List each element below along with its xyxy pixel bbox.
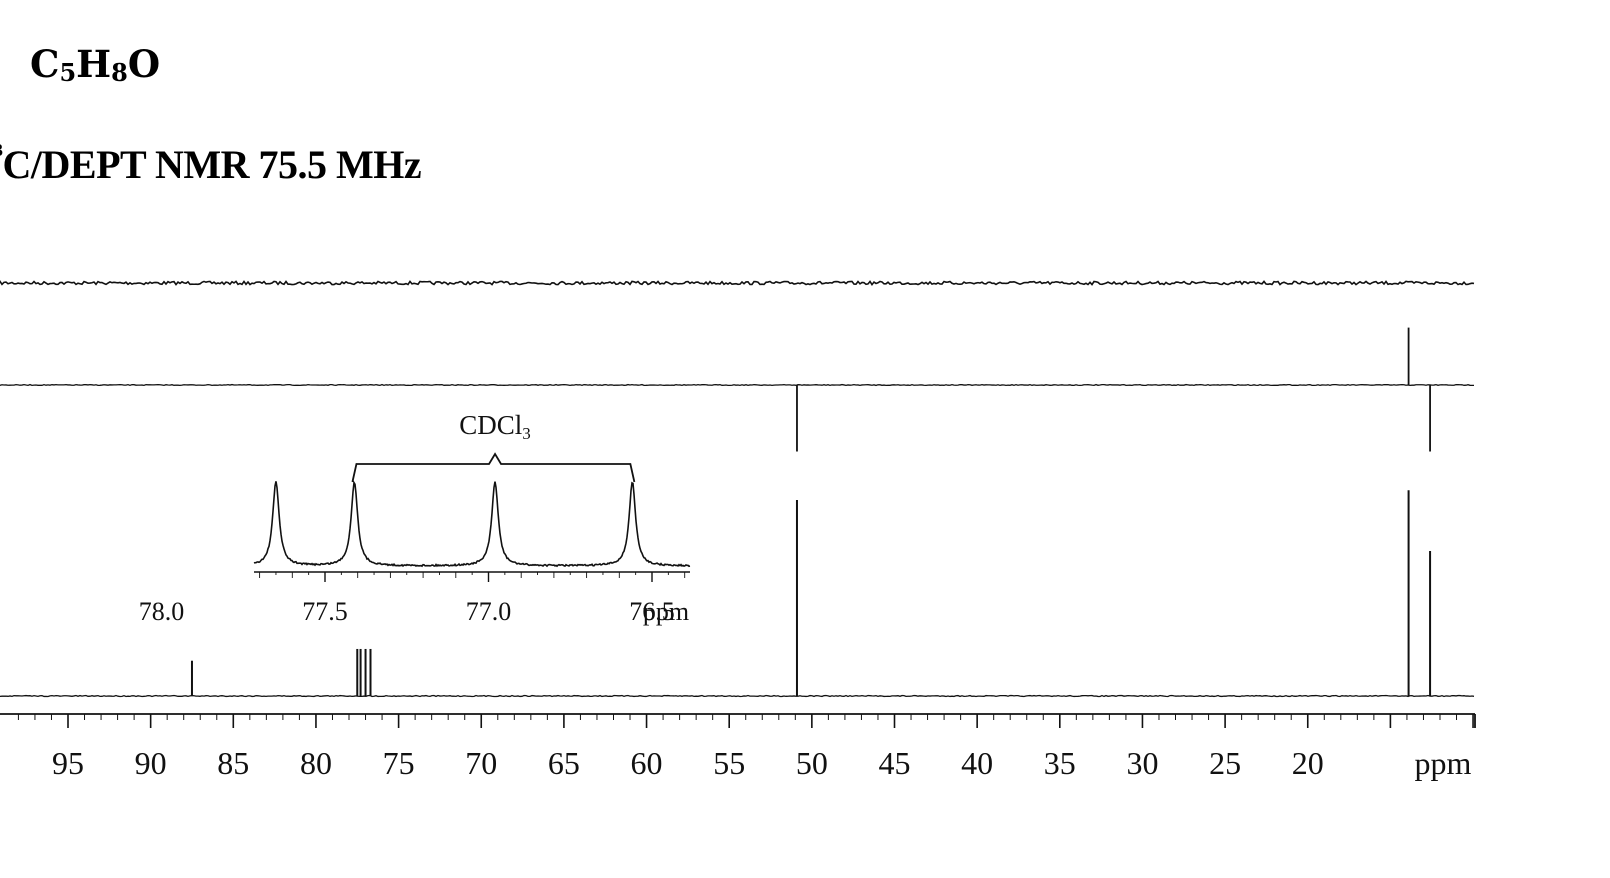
axis-tick-label: 30 <box>1126 745 1158 781</box>
axis-tick-label: 40 <box>961 745 993 781</box>
axis-tick-label: 90 <box>135 745 167 781</box>
axis-tick-label: 85 <box>217 745 249 781</box>
axis-label: ppm <box>1415 745 1472 781</box>
axis-tick-label: 25 <box>1209 745 1241 781</box>
ppm-axis: 95 90 85 80 75 70 65 60 55 50 45 40 35 30 25 20 ppm <box>0 713 1476 781</box>
axis-tick-label: 55 <box>713 745 745 781</box>
inset-tick-label: 78.0 <box>139 597 185 626</box>
cdcl3-label: CDCl3 <box>459 410 531 443</box>
axis-tick-label: 95 <box>52 745 84 781</box>
dept135-trace <box>0 383 1474 387</box>
axis-tick-label: 60 <box>631 745 663 781</box>
axis-tick-label: 75 <box>383 745 415 781</box>
axis-tick-label: 70 <box>465 745 497 781</box>
cdcl3-brace <box>351 452 636 483</box>
inset-tick-label: 77.0 <box>466 597 512 626</box>
dept90-trace <box>0 279 1475 286</box>
inset-trace <box>253 480 691 568</box>
axis-tick-label: 65 <box>548 745 580 781</box>
axis-tick-label: 35 <box>1044 745 1076 781</box>
spectrum-peaks <box>190 327 1433 696</box>
axis-tick-label: 45 <box>879 745 911 781</box>
axis-tick-label: 80 <box>300 745 332 781</box>
axis-tick-label: 20 <box>1292 745 1324 781</box>
spectrum-traces <box>0 279 1475 698</box>
spectrum-title: 3C/DEPT NMR 75.5 MHz <box>0 140 422 187</box>
inset-tick-label: 77.5 <box>302 597 348 626</box>
inset-tick-label: 76.5 <box>629 597 675 626</box>
axis-tick-label: 50 <box>796 745 828 781</box>
molecular-formula: C5H8O <box>30 42 161 87</box>
c13-trace <box>0 694 1475 698</box>
inset-axis-label: ppm <box>643 597 689 626</box>
